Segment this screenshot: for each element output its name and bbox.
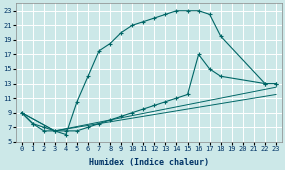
X-axis label: Humidex (Indice chaleur): Humidex (Indice chaleur) xyxy=(89,158,209,167)
